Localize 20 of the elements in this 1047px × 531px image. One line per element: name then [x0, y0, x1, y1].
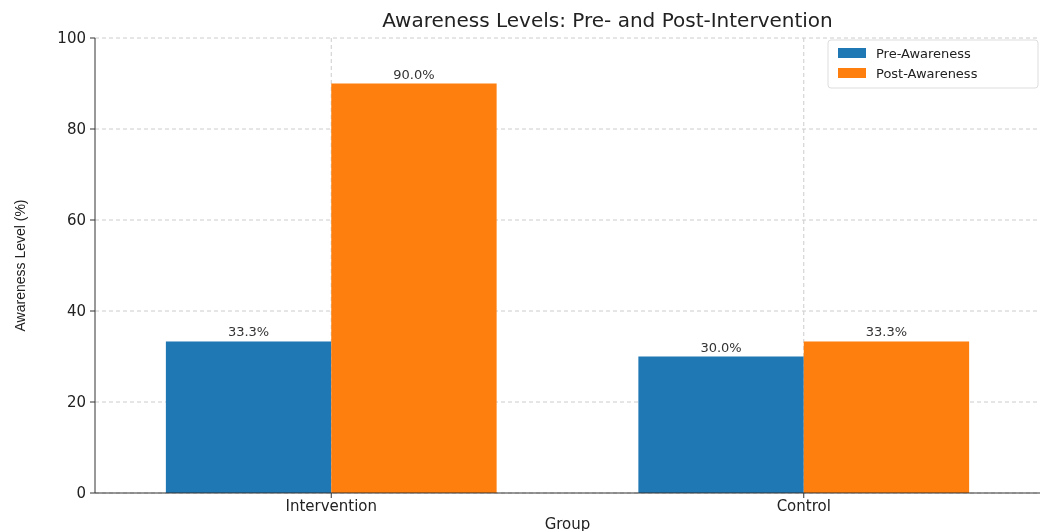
legend-label: Pre-Awareness	[876, 45, 972, 61]
data-label: 30.0%	[700, 339, 742, 355]
y-tick-label: 20	[66, 393, 86, 412]
data-label: 33.3%	[865, 324, 908, 340]
bar	[165, 341, 332, 493]
bar	[803, 341, 970, 493]
bar	[331, 83, 497, 493]
x-tick-label: Control	[776, 497, 831, 515]
legend-label: Post-Awareness	[876, 65, 978, 81]
x-tick-label: Intervention	[285, 497, 378, 515]
chart-title: Awareness Levels: Pre- and Post-Intervention	[382, 8, 833, 32]
y-tick-label: 40	[66, 302, 86, 321]
y-tick-label: 0	[76, 484, 86, 503]
y-tick-label: 80	[66, 120, 86, 139]
data-label: 90.0%	[393, 66, 435, 82]
y-tick-label: 60	[66, 211, 86, 230]
y-axis-title: Awareness Level (%)	[12, 199, 28, 332]
data-label: 33.3%	[227, 324, 270, 340]
y-tick-label: 100	[57, 29, 86, 48]
bar	[638, 356, 804, 493]
